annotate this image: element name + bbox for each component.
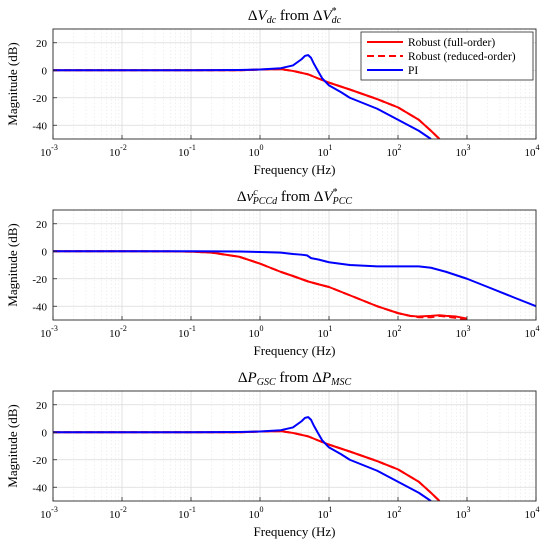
plot-area — [53, 210, 536, 320]
chart-title: Δvc PCCd from ΔV* PCC — [237, 187, 352, 207]
x-tick-label: 101 — [318, 505, 333, 521]
x-tick-label: 10-2 — [109, 143, 127, 159]
series-line-pi — [53, 250, 536, 308]
y-tick-label: 0 — [42, 65, 48, 77]
plot-area — [53, 391, 536, 501]
y-tick-label: -20 — [32, 93, 47, 105]
y-tick-label: 20 — [36, 219, 48, 231]
y-tick-label: -40 — [32, 482, 47, 494]
chart-title: ΔPGSC from ΔPMSC — [238, 370, 352, 388]
series-line-robust-reduced-order — [53, 430, 441, 501]
chart-panel-1: -40 -20 0 20 10-3 10-2 10-1 100 101 102 103 104 Freq… — [5, 6, 540, 177]
x-tick-label: 10-3 — [40, 505, 58, 521]
y-tick-label: -40 — [32, 301, 47, 313]
x-tick-label: 10-1 — [178, 143, 196, 159]
x-tick-label: 103 — [456, 143, 471, 159]
x-tick-label: 103 — [456, 505, 471, 521]
x-tick-label: 10-3 — [40, 143, 58, 159]
x-tick-label: 100 — [249, 143, 264, 159]
x-tick-label: 104 — [525, 143, 540, 159]
x-axis-label: Frequency (Hz) — [254, 524, 336, 539]
y-tick-label: 20 — [36, 38, 48, 50]
y-tick-label: 0 — [42, 246, 48, 258]
x-tick-label: 102 — [387, 505, 402, 521]
legend-entry-label: Robust (full-order) — [408, 37, 495, 49]
y-tick-label: -20 — [32, 274, 47, 286]
legend-entry-label: PI — [408, 65, 418, 77]
chart-panel-2: -40 -20 0 20 10-3 10-2 10-1 100 101 102 103 104 Freq… — [5, 187, 540, 358]
legend-entry-label: Robust (reduced-order) — [408, 51, 516, 63]
x-axis-label: Frequency (Hz) — [254, 343, 336, 358]
x-tick-label: 10-2 — [109, 505, 127, 521]
y-tick-label: 20 — [36, 400, 48, 412]
legend: Robust (full-order) Robust (reduced-order… — [360, 31, 534, 81]
series-group — [53, 54, 441, 139]
x-tick-label: 10-3 — [40, 324, 58, 340]
series-group — [53, 250, 536, 320]
y-tick-label: -20 — [32, 455, 47, 467]
y-axis-label: Magnitude (dB) — [5, 223, 20, 306]
series-group — [53, 416, 441, 501]
y-axis-label: Magnitude (dB) — [5, 42, 20, 125]
y-axis-label: Magnitude (dB) — [5, 404, 20, 487]
series-line-robust-reduced-order — [53, 68, 441, 139]
axes-frame — [52, 390, 537, 502]
axes-frame — [52, 28, 537, 140]
x-tick-label: 103 — [456, 324, 471, 340]
chart-title: ΔVdc from ΔV* dc — [248, 6, 342, 26]
x-tick-label: 10-1 — [178, 505, 196, 521]
x-tick-label: 10-2 — [109, 324, 127, 340]
x-tick-label: 104 — [525, 505, 540, 521]
x-tick-label: 102 — [387, 324, 402, 340]
x-tick-label: 101 — [318, 143, 333, 159]
x-tick-label: 10-1 — [178, 324, 196, 340]
x-tick-label: 104 — [525, 324, 540, 340]
x-tick-label: 100 — [249, 324, 264, 340]
series-line-pi — [53, 416, 432, 501]
x-tick-label: 100 — [249, 505, 264, 521]
series-line-pi — [53, 54, 432, 139]
x-tick-label: 102 — [387, 143, 402, 159]
y-tick-label: 0 — [42, 427, 48, 439]
chart-panel-3: -40 -20 0 20 10-3 10-2 10-1 100 101 102 103 104 Freq… — [5, 370, 540, 539]
x-tick-label: 101 — [318, 324, 333, 340]
x-axis-label: Frequency (Hz) — [254, 162, 336, 177]
y-tick-label: -40 — [32, 120, 47, 132]
axes-frame — [52, 209, 537, 321]
